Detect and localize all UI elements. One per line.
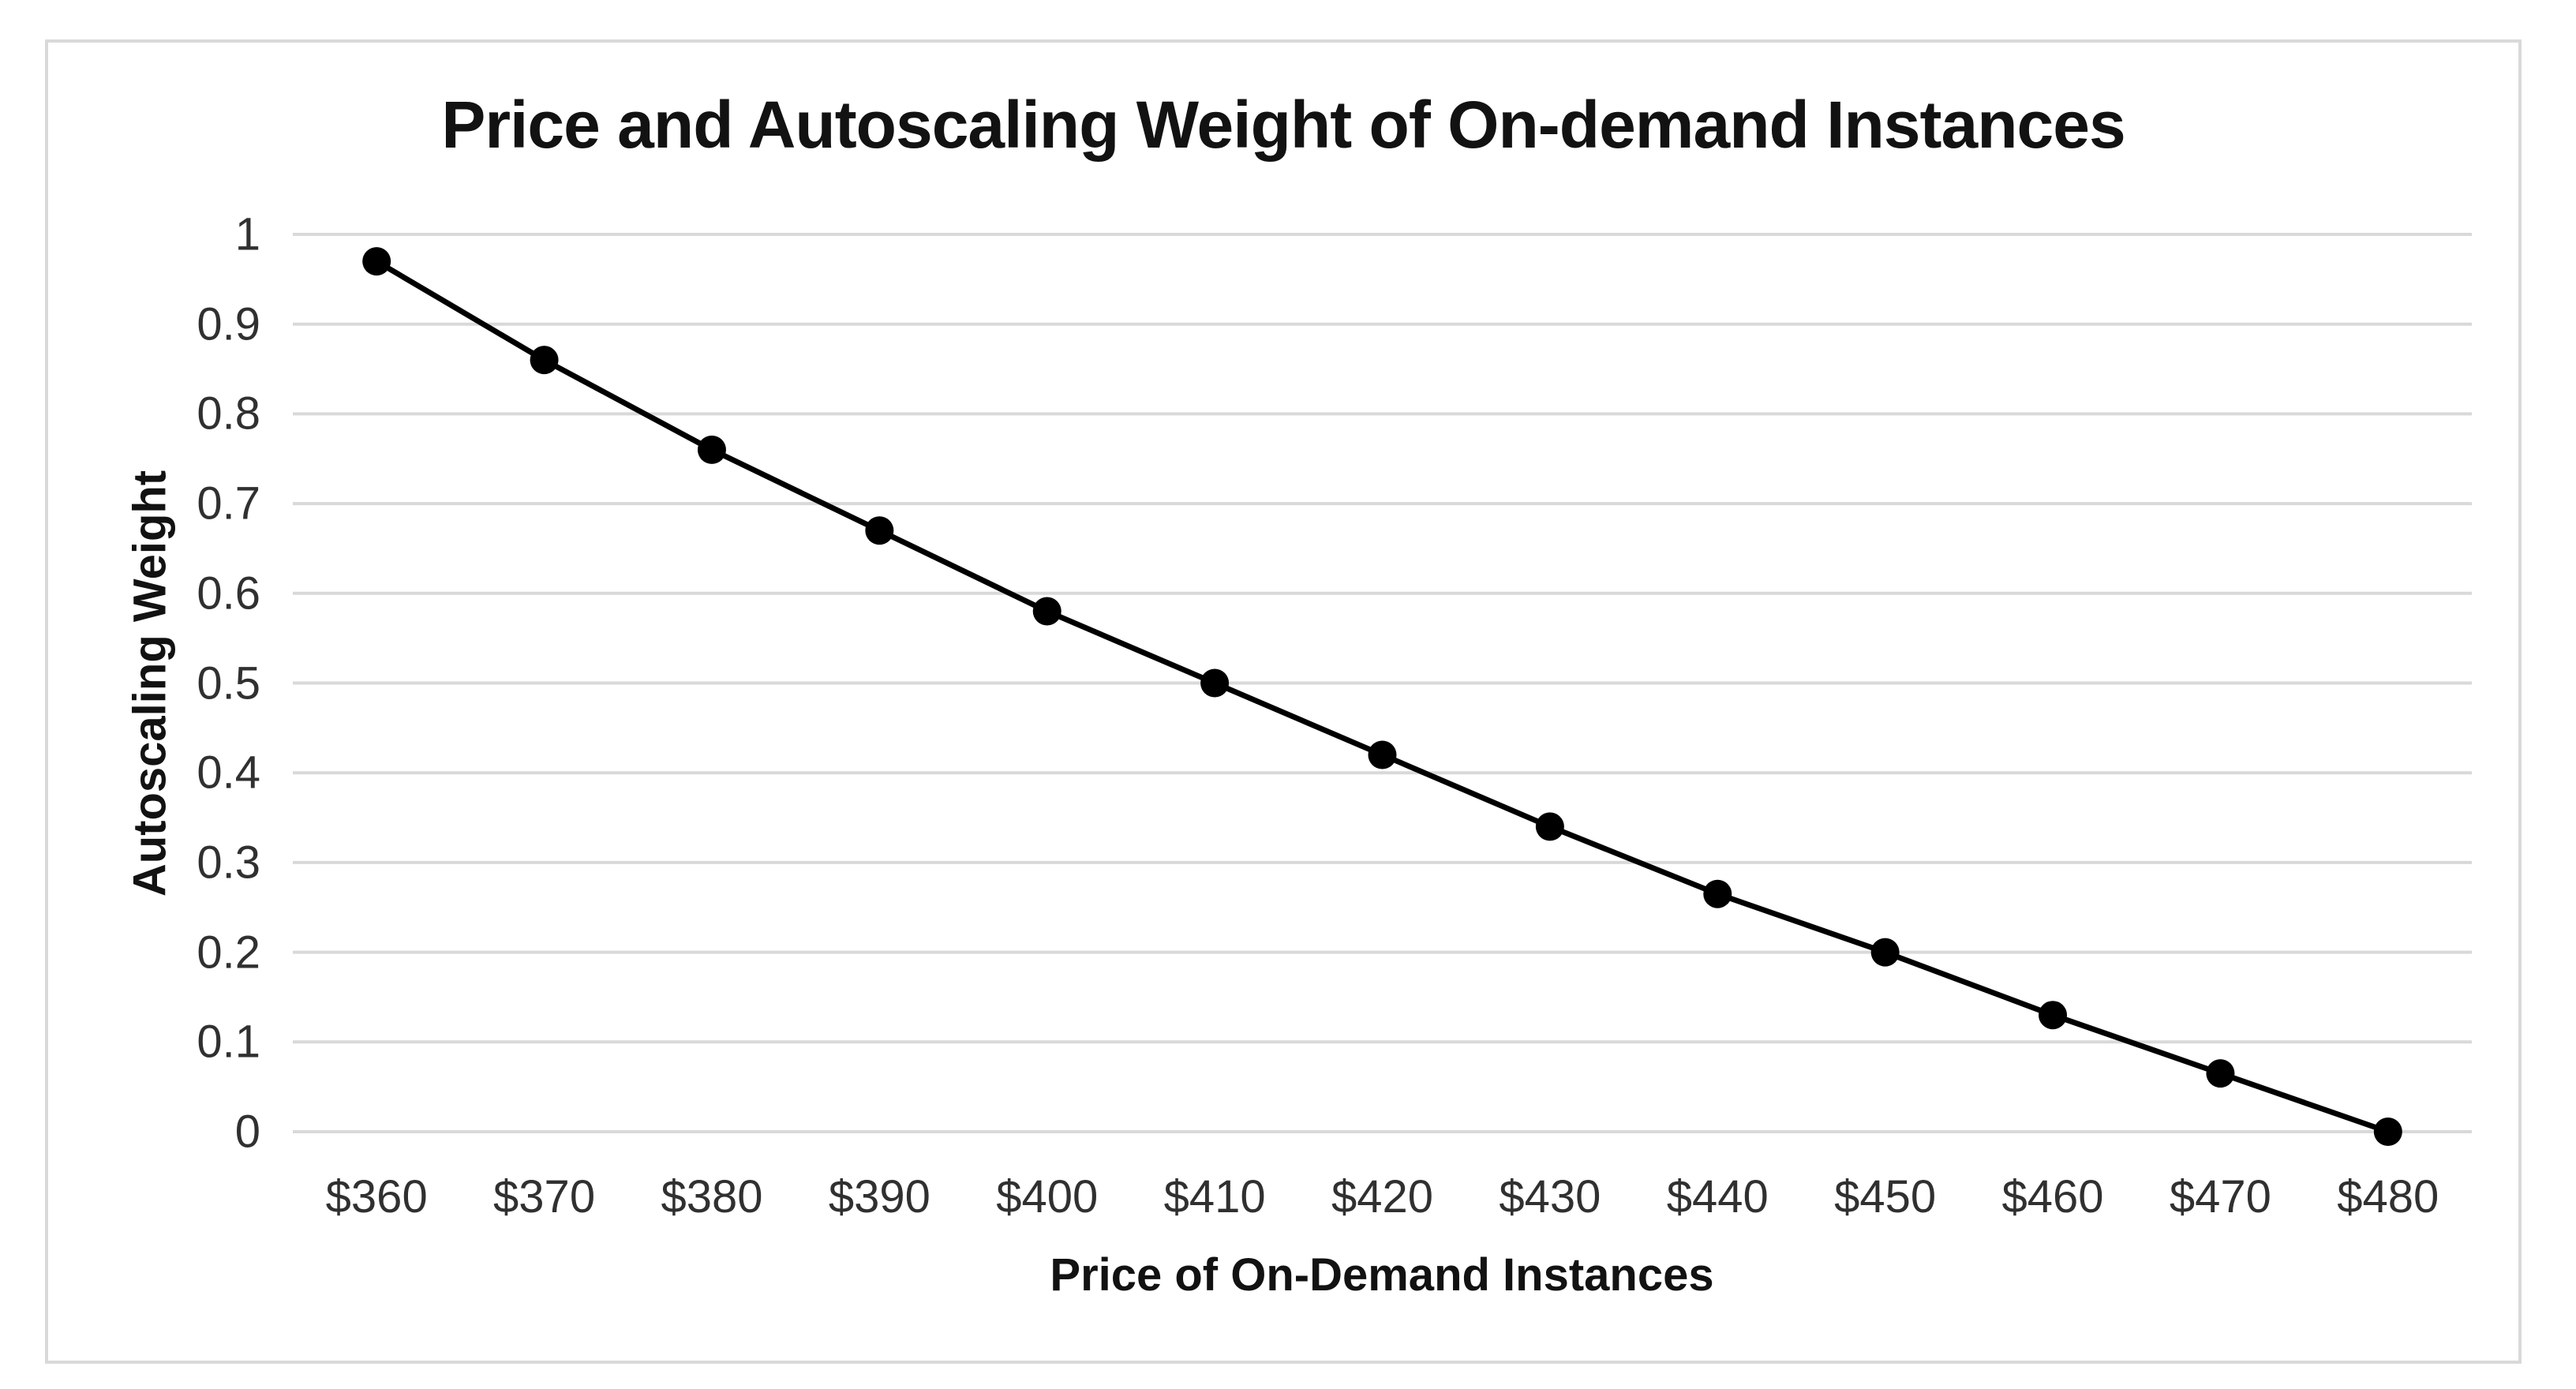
y-tick-label: 0.1: [197, 1016, 260, 1068]
x-tick-label: $430: [1499, 1171, 1601, 1222]
data-point: [1703, 879, 1732, 908]
data-point: [1200, 668, 1230, 698]
x-tick-label: $390: [828, 1171, 930, 1222]
x-tick-label: $450: [1834, 1171, 1937, 1222]
x-tick-label: $410: [1163, 1171, 1266, 1222]
y-tick-label: 0.6: [197, 567, 260, 620]
x-tick-label: $370: [493, 1171, 596, 1222]
y-tick-label: 0.5: [197, 657, 260, 709]
y-tick-label: 0.8: [197, 387, 260, 440]
data-point: [530, 346, 559, 375]
x-axis-title: Price of On-Demand Instances: [1050, 1249, 1714, 1301]
x-tick-label: $400: [996, 1171, 1099, 1222]
y-tick-label: 0.4: [197, 747, 260, 799]
data-point: [1535, 812, 1564, 841]
x-tick-label: $480: [2337, 1171, 2439, 1222]
y-tick-label: 0: [234, 1106, 260, 1158]
data-point: [362, 247, 391, 276]
x-tick-label: $440: [1666, 1171, 1769, 1222]
y-tick-label: 0.7: [197, 477, 260, 530]
data-point: [1368, 740, 1397, 769]
y-tick-label: 1: [234, 208, 260, 260]
data-point: [865, 516, 894, 545]
x-tick-label: $470: [2169, 1171, 2271, 1222]
data-point: [2373, 1118, 2402, 1146]
y-axis-title: Autoscaling Weight: [124, 470, 176, 897]
x-tick-label: $360: [325, 1171, 428, 1222]
x-tick-label: $420: [1331, 1171, 1434, 1222]
x-tick-label: $380: [661, 1171, 763, 1222]
y-tick-label: 0.9: [197, 298, 260, 350]
data-point: [697, 435, 726, 464]
data-point: [2039, 1001, 2068, 1030]
data-point: [1870, 938, 1900, 967]
data-point: [1032, 597, 1061, 626]
data-point: [2206, 1059, 2235, 1088]
x-tick-label: $460: [2001, 1171, 2104, 1222]
series-line: [373, 258, 2391, 1135]
y-tick-label: 0.3: [197, 837, 260, 889]
chart-frame: [45, 39, 2522, 1364]
y-tick-label: 0.2: [197, 927, 260, 979]
chart-title: Price and Autoscaling Weight of On-deman…: [441, 88, 2125, 162]
